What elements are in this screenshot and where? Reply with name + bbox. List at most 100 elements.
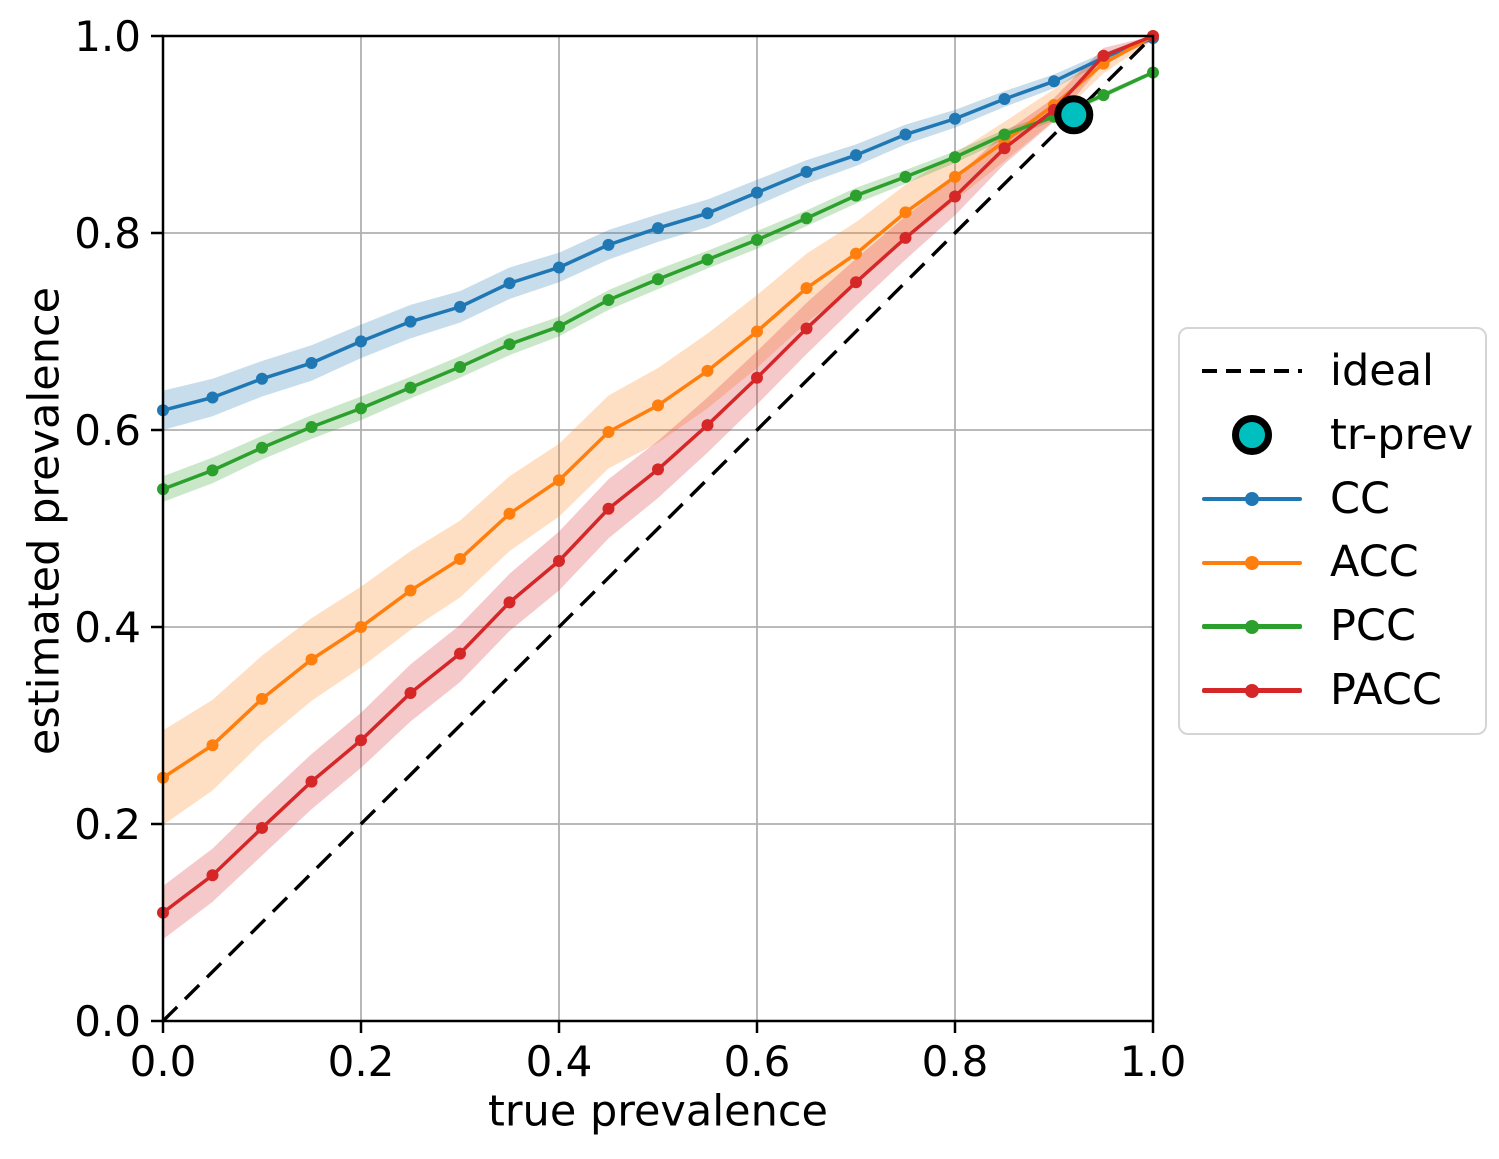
data-point-PACC [206,869,219,882]
pacc-line-icon [1202,676,1302,706]
data-point-PACC [602,502,615,515]
data-point-CC [602,238,615,251]
data-point-CC [256,372,268,385]
legend-item-acc: ACC [1180,541,1485,584]
legend-label-tr-prev: tr-prev [1330,409,1474,460]
data-point-PACC [553,555,565,568]
dashed-line-icon [1202,356,1302,386]
data-point-CC [850,149,862,162]
data-point-CC [404,315,417,328]
data-point-PACC [305,775,318,788]
data-point-CC [800,165,813,178]
data-point-PACC [949,190,961,203]
x-tick-label: 0.4 [526,1037,593,1086]
y-tick-label: 0.6 [74,406,141,455]
data-point-PCC [751,233,763,246]
axes-border [161,34,1155,1023]
data-point-CC [998,93,1011,106]
data-point-CC [949,112,961,125]
data-point-CC [652,222,664,235]
data-point-PACC [652,463,664,476]
data-point-CC [899,128,912,141]
data-point-ACC [652,399,664,412]
cc-line-icon [1202,484,1302,514]
legend-item-cc: CC [1180,473,1485,524]
data-point-PCC [602,293,615,306]
data-point-PCC [652,273,664,286]
data-point-PCC [305,421,318,434]
y-tick-label: 0.2 [74,800,141,849]
legend-item-ideal: ideal [1180,345,1485,396]
data-point-ACC [305,653,318,666]
data-point-PACC [256,821,268,834]
legend: ideal tr-prev CC ACC PCC PACC [1178,327,1487,735]
tr-prev-marker [1054,95,1094,135]
data-point-ACC [553,474,565,487]
data-point-PACC [850,276,862,289]
data-point-CC [701,207,714,220]
data-point-ACC [206,739,219,752]
x-axis-label: true prevalence [488,1086,828,1137]
data-point-CC [503,277,516,290]
data-point-CC [751,186,763,199]
y-tick-label: 1.0 [74,12,141,61]
data-point-PACC [998,142,1011,155]
y-ticks: 0.0 0.2 0.4 0.6 0.8 1.0 [74,12,163,1046]
series-PACC [157,30,1159,919]
data-point-PACC [800,322,813,335]
data-point-PCC [206,464,219,477]
grid [163,36,1153,1021]
x-tick-label: 0.2 [328,1037,395,1086]
data-point-PCC [949,151,961,164]
data-point-ACC [454,553,466,566]
x-ticks: 0.0 0.2 0.4 0.6 0.8 1.0 [130,1021,1187,1086]
data-point-PCC [553,320,565,333]
pcc-line-icon [1202,612,1302,642]
y-tick-label: 0.4 [74,603,141,652]
data-point-PACC [404,686,417,699]
data-point-ACC [800,282,813,295]
band-PACC [163,36,1153,940]
data-point-CC [355,335,367,348]
data-point-ACC [701,364,714,377]
data-point-ACC [949,170,961,183]
legend-label-pcc: PCC [1330,601,1416,652]
tr-prev-marker-icon [1202,415,1302,456]
data-point-PACC [751,371,763,384]
data-point-ACC [256,692,268,705]
data-point-PCC [454,360,466,373]
data-point-PACC [355,734,367,747]
data-point-PCC [503,338,516,351]
data-point-CC [553,261,565,274]
data-point-PCC [800,212,813,225]
legend-item-tr-prev: tr-prev [1180,409,1485,460]
data-point-PACC [701,419,714,432]
acc-line-icon [1202,548,1302,578]
legend-label-cc: CC [1330,473,1391,524]
data-point-ACC [503,507,516,520]
data-point-PCC [701,253,714,266]
data-point-PCC [256,441,268,454]
data-point-PCC [404,381,417,394]
data-point-PACC [899,231,912,244]
data-point-CC [305,357,318,370]
y-axis-label: estimated prevalence [19,286,70,756]
data-point-ACC [899,206,912,219]
data-point-PCC [998,128,1011,141]
data-point-CC [454,300,466,313]
data-point-PACC [1097,49,1110,62]
legend-item-pcc: PCC [1180,605,1485,648]
data-point-ACC [355,621,367,633]
legend-label-ideal: ideal [1330,345,1434,396]
y-tick-label: 0.8 [74,209,141,258]
x-tick-label: 1.0 [1120,1037,1187,1086]
data-point-ACC [602,425,615,438]
data-point-ACC [751,325,763,338]
x-tick-label: 0.8 [922,1037,989,1086]
data-point-PCC [355,402,367,415]
data-point-PACC [503,596,516,609]
data-point-ACC [404,584,417,597]
data-point-PCC [899,170,912,183]
ideal-line [161,34,1155,1023]
